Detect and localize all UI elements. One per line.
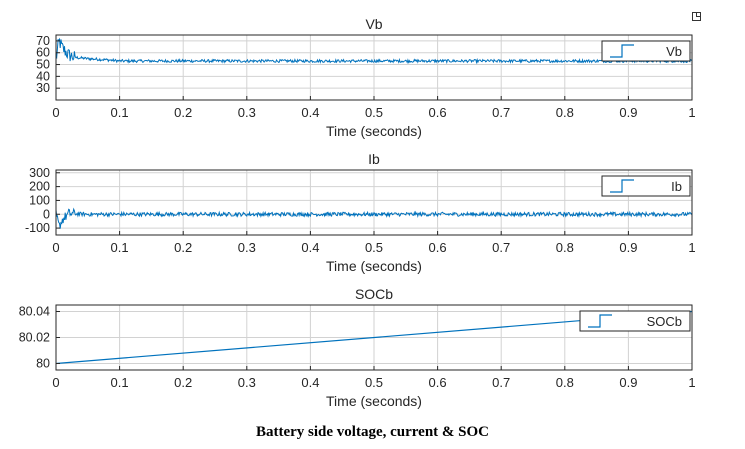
x-tick-label: 0.5 <box>365 240 383 255</box>
x-tick-label: 1 <box>688 105 695 120</box>
x-tick-label: 0.8 <box>556 375 574 390</box>
x-tick-label: 0 <box>52 105 59 120</box>
x-tick-label: 0.1 <box>111 105 129 120</box>
legend-label: SOCb <box>647 314 682 329</box>
x-tick-label: 0.4 <box>301 105 319 120</box>
x-tick-label: 0.1 <box>111 240 129 255</box>
legend: Ib <box>601 175 691 197</box>
legend-label: Ib <box>671 179 682 194</box>
y-tick-label: 50 <box>36 58 50 72</box>
x-tick-label: 0.4 <box>301 375 319 390</box>
x-tick-label: 0.2 <box>174 105 192 120</box>
chart-title: Ib <box>368 151 380 167</box>
y-tick-label: 100 <box>29 193 50 207</box>
x-tick-label: 1 <box>688 375 695 390</box>
y-tick-label: 70 <box>36 34 50 48</box>
x-axis-label: Time (seconds) <box>326 258 422 274</box>
x-tick-label: 0.3 <box>238 240 256 255</box>
x-tick-label: 0.6 <box>429 375 447 390</box>
series-line-vb <box>56 37 692 65</box>
x-tick-label: 0.3 <box>238 375 256 390</box>
legend-label: Vb <box>666 44 682 59</box>
y-tick-label: 0 <box>43 207 50 221</box>
figure-caption: Battery side voltage, current & SOC <box>255 424 489 440</box>
legend-step-icon <box>588 314 612 328</box>
legend-box <box>601 40 691 62</box>
legend: Vb <box>601 40 691 62</box>
x-tick-label: 0.3 <box>238 105 256 120</box>
chart-socb: 0 0.1 0.2 0.3 0.4 0.5 0.6 0.7 0.8 0.9 1 80 80.02 80.0… <box>19 286 696 409</box>
x-tick-label: 0.8 <box>556 105 574 120</box>
legend: SOCb <box>579 310 691 332</box>
chart-title: Vb <box>365 16 382 32</box>
legend-step-icon <box>610 179 634 193</box>
y-tick-label: 40 <box>36 69 50 83</box>
x-tick-label: 0.9 <box>619 240 637 255</box>
y-tick-label: 80.02 <box>19 331 50 345</box>
x-tick-label: 0.7 <box>492 240 510 255</box>
x-tick-label: 0.5 <box>365 105 383 120</box>
y-tick-label: 30 <box>36 81 50 95</box>
x-tick-label: 1 <box>688 240 695 255</box>
legend-step-icon <box>610 44 634 58</box>
x-tick-label: 0 <box>52 375 59 390</box>
x-tick-label: 0.9 <box>619 375 637 390</box>
series-line-ib <box>56 207 692 229</box>
x-tick-label: 0.2 <box>174 375 192 390</box>
y-tick-label: -100 <box>25 221 50 235</box>
undock-icon[interactable] <box>692 12 701 21</box>
y-tick-label: 80.04 <box>19 305 50 319</box>
x-axis-label: Time (seconds) <box>326 393 422 409</box>
chart-ib: 0 0.1 0.2 0.3 0.4 0.5 0.6 0.7 0.8 0.9 1-1000100200… <box>25 151 696 274</box>
x-tick-label: 0.5 <box>365 375 383 390</box>
y-tick-label: 80 <box>36 357 50 371</box>
x-tick-label: 0.8 <box>556 240 574 255</box>
x-tick-label: 0.9 <box>619 105 637 120</box>
x-tick-label: 0.7 <box>492 105 510 120</box>
x-axis-label: Time (seconds) <box>326 123 422 139</box>
legend-box <box>579 310 691 332</box>
x-tick-label: 0.1 <box>111 375 129 390</box>
x-tick-label: 0.7 <box>492 375 510 390</box>
x-tick-label: 0.6 <box>429 105 447 120</box>
x-tick-label: 0.6 <box>429 240 447 255</box>
x-tick-label: 0 <box>52 240 59 255</box>
chart-title: SOCb <box>355 286 393 302</box>
y-tick-label: 200 <box>29 180 50 194</box>
legend-box <box>601 175 691 197</box>
y-tick-label: 60 <box>36 46 50 60</box>
y-tick-label: 300 <box>29 166 50 180</box>
x-tick-label: 0.4 <box>301 240 319 255</box>
x-tick-label: 0.2 <box>174 240 192 255</box>
